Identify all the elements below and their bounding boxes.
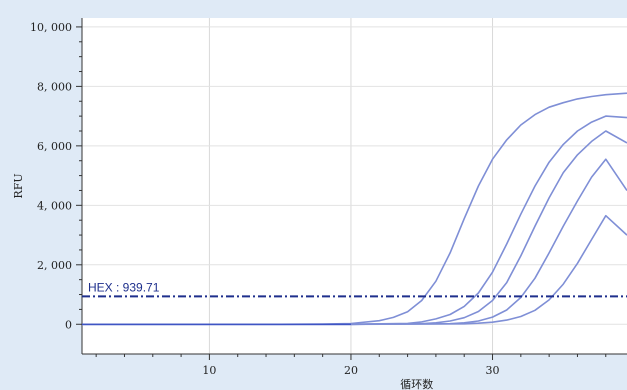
y-tick-label: 4, 000 [37,199,72,212]
y-tick-label: 8, 000 [37,80,72,93]
axes: 0 2, 000 4, 000 6, 000 8, 000 10, 000 10 20 30 [30,18,627,377]
x-tick-label: 20 [344,364,358,377]
grid-lines [82,18,627,354]
y-tick-label: 6, 000 [37,140,72,153]
plot-area [82,18,627,354]
y-tick-label: 10, 000 [30,21,72,34]
threshold-label: HEX : 939.71 [88,280,160,294]
series-lines [82,92,627,326]
series-line-5 [82,214,627,326]
threshold: HEX : 939.71 [82,280,627,298]
x-tick-label: 30 [486,364,500,377]
y-tick-label: 0 [65,318,72,331]
y-axis-label: RFU [12,173,25,198]
y-tick-label: 2, 000 [37,259,72,272]
x-axis-label: 循环数 [400,378,433,390]
x-tick-label: 10 [202,364,216,377]
